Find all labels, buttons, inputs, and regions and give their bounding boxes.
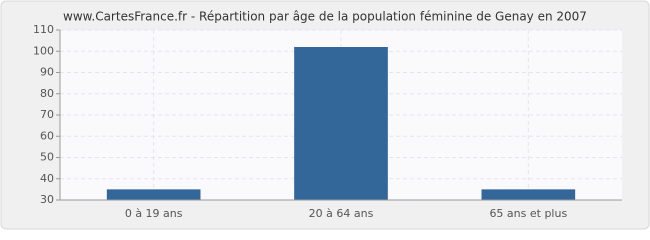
y-tick-label: 70 — [40, 108, 54, 121]
x-tick-label: 65 ans et plus — [489, 207, 567, 220]
y-tick-label: 110 — [33, 23, 54, 36]
y-tick-label: 100 — [33, 44, 54, 57]
chart-title: www.CartesFrance.fr - Répartition par âg… — [63, 10, 587, 24]
y-tick-label: 40 — [40, 172, 54, 185]
x-tick-label: 20 à 64 ans — [309, 207, 374, 220]
y-tick-label: 30 — [40, 193, 54, 206]
bar — [481, 189, 576, 200]
bar — [106, 189, 201, 200]
y-tick-label: 90 — [40, 66, 54, 79]
x-tick-label: 0 à 19 ans — [125, 207, 183, 220]
marks — [106, 47, 576, 200]
y-tick-label: 80 — [40, 87, 54, 100]
chart: www.CartesFrance.fr - Répartition par âg… — [0, 0, 650, 230]
bar — [294, 47, 388, 200]
y-tick-label: 60 — [40, 129, 54, 142]
y-tick-label: 50 — [40, 151, 54, 164]
